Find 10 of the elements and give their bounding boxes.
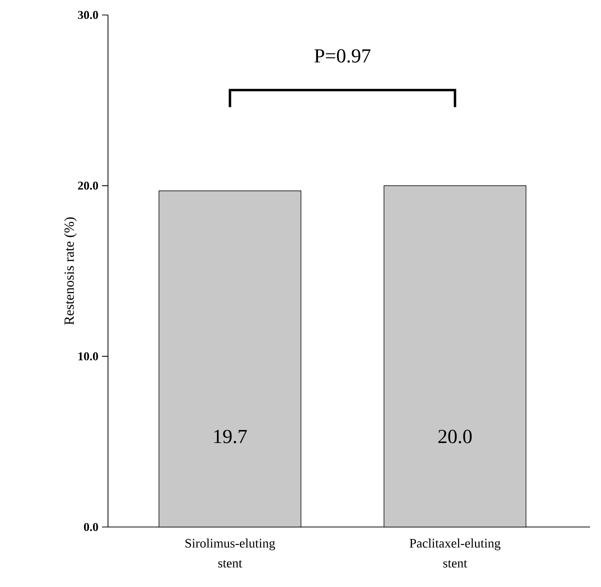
x-tick-label: Sirolimus-eluting stent [185,538,276,568]
annotation: P=0.97 [314,49,370,63]
x-tick-label: Paclitaxel-eluting stent [410,538,500,568]
y-tick-label: 20.0 [78,182,98,190]
y-tick-label: 30.0 [78,10,98,20]
y-tick-label: 0.0 [84,522,98,532]
y-tick-label: 10.0 [78,352,98,360]
y-axis-title: Restenosis rate (%) [64,217,77,325]
data-label: 19.7 [214,430,247,444]
data-label: 20.0 [438,430,472,444]
